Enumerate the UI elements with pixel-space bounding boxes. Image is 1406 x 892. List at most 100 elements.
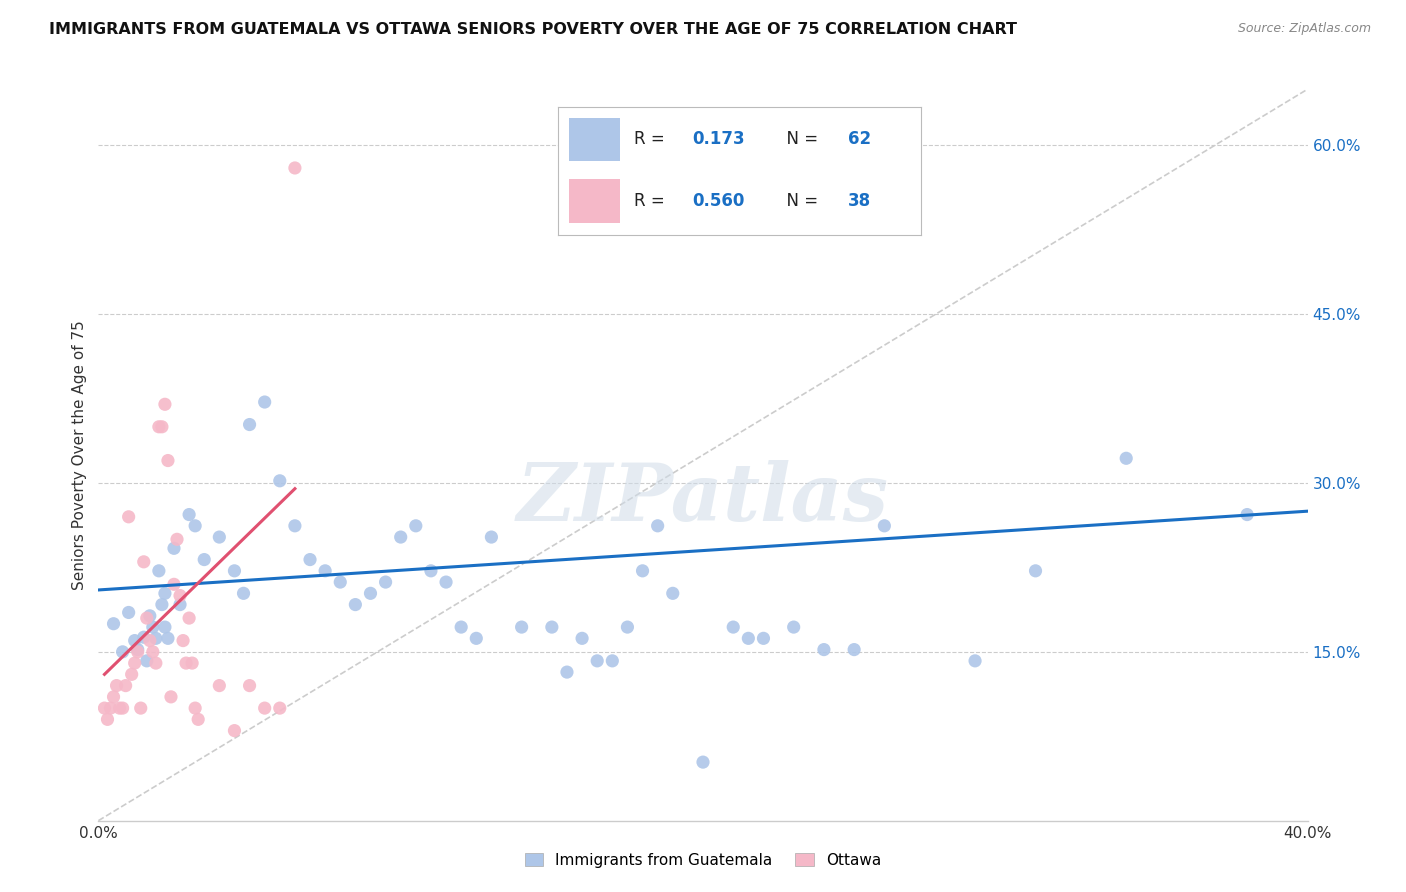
Point (224, 723, 246, 738)
Point (602, 654, 624, 668)
Point (132, 555, 155, 569)
Point (111, 645, 134, 659)
Point (100, 701, 122, 715)
Point (169, 589, 191, 603)
Point (1236, 508, 1258, 522)
Point (661, 586, 683, 600)
Point (103, 616, 125, 631)
Point (586, 654, 609, 668)
Point (181, 656, 204, 670)
Point (150, 419, 173, 434)
Point (163, 541, 186, 556)
Point (174, 656, 197, 670)
Y-axis label: Seniors Poverty Over the Age of 75: Seniors Poverty Over the Age of 75 (72, 320, 87, 590)
Legend: Immigrants from Guatemala, Ottawa: Immigrants from Guatemala, Ottawa (517, 845, 889, 875)
Point (208, 530, 231, 544)
Point (96, 712, 118, 726)
Point (692, 755, 714, 769)
Point (129, 701, 152, 715)
Point (813, 642, 835, 657)
Point (111, 701, 134, 715)
Point (481, 530, 503, 544)
Point (153, 586, 176, 600)
Point (118, 606, 141, 620)
Point (844, 642, 866, 657)
Point (329, 575, 352, 590)
Point (184, 701, 207, 715)
Point (450, 620, 472, 634)
Point (187, 712, 209, 726)
Point (163, 577, 186, 591)
Point (647, 518, 669, 533)
Point (1115, 451, 1137, 466)
Point (148, 419, 170, 434)
Point (124, 633, 146, 648)
Point (139, 608, 162, 623)
Point (224, 564, 246, 578)
Point (253, 395, 276, 409)
Point (139, 633, 162, 648)
Point (616, 620, 638, 634)
Point (631, 564, 654, 578)
Point (153, 620, 176, 634)
Point (284, 518, 307, 533)
Point (172, 633, 194, 648)
Point (253, 701, 276, 715)
Point (93, 701, 115, 715)
Point (135, 654, 157, 668)
Point (118, 509, 141, 524)
Point (108, 701, 131, 715)
Point (299, 552, 322, 566)
Point (179, 611, 201, 625)
Point (269, 474, 291, 488)
Point (121, 667, 143, 681)
Point (510, 620, 533, 634)
Point (103, 690, 125, 704)
Point (873, 518, 896, 533)
Point (314, 564, 336, 578)
Point (208, 679, 231, 693)
Text: ZIPatlas: ZIPatlas (517, 460, 889, 538)
Point (179, 508, 201, 522)
Point (193, 552, 215, 566)
Point (124, 656, 146, 670)
Point (269, 701, 291, 715)
Point (127, 645, 149, 659)
Point (737, 632, 759, 646)
Point (571, 632, 593, 646)
Point (184, 518, 207, 533)
Point (132, 630, 155, 644)
Point (145, 656, 167, 670)
Point (142, 645, 165, 659)
Point (420, 564, 443, 578)
Text: IMMIGRANTS FROM GUATEMALA VS OTTAWA SENIORS POVERTY OVER THE AGE OF 75 CORRELATI: IMMIGRANTS FROM GUATEMALA VS OTTAWA SENI… (49, 22, 1017, 37)
Point (166, 533, 188, 547)
Point (127, 642, 149, 657)
Point (1024, 564, 1046, 578)
Point (405, 518, 427, 533)
Point (239, 417, 262, 432)
Point (169, 598, 191, 612)
Point (360, 586, 382, 600)
Point (723, 620, 745, 634)
Point (783, 620, 806, 634)
Point (142, 620, 165, 634)
Point (752, 632, 775, 646)
Point (135, 611, 157, 625)
Point (160, 690, 183, 704)
Point (156, 632, 179, 646)
Point (434, 575, 457, 590)
Point (374, 575, 396, 590)
Text: Source: ZipAtlas.com: Source: ZipAtlas.com (1237, 22, 1371, 36)
Point (284, 161, 307, 175)
Point (114, 679, 136, 693)
Point (148, 564, 170, 578)
Point (344, 598, 367, 612)
Point (105, 679, 128, 693)
Point (156, 453, 179, 467)
Point (145, 632, 167, 646)
Point (540, 620, 562, 634)
Point (153, 397, 176, 411)
Point (465, 632, 488, 646)
Point (965, 654, 987, 668)
